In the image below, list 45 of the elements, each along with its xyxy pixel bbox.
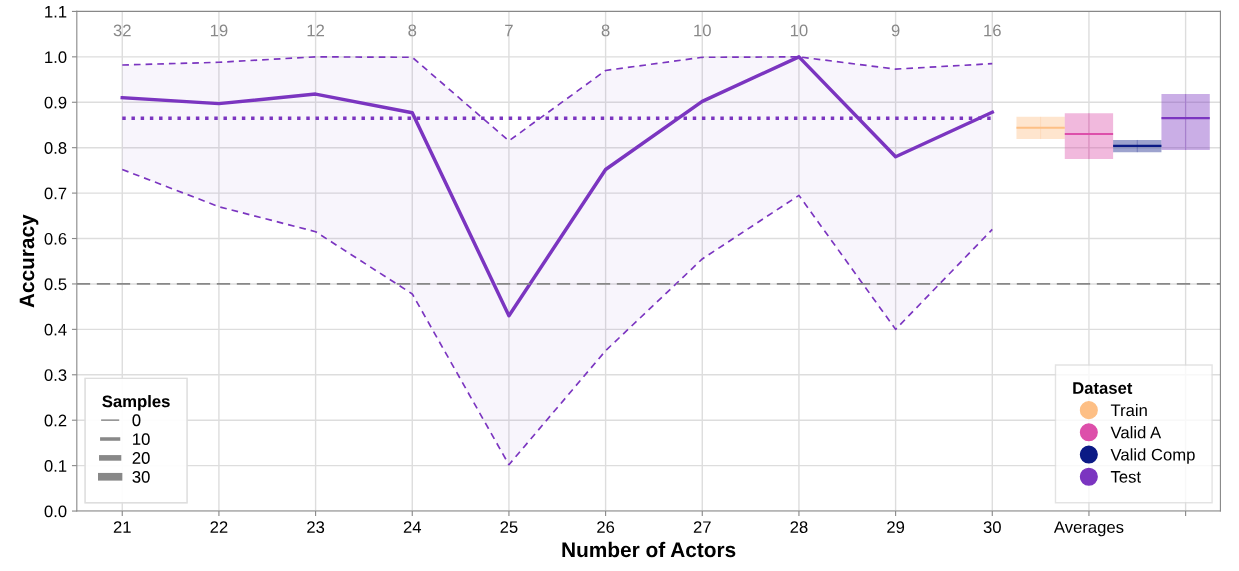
text: Samples [102,395,170,411]
y-tick-label: 0.9 [44,96,67,109]
annotation: 8 [601,24,610,37]
annotation: 19 [210,24,228,37]
y-tick-label: 0.1 [44,460,67,472]
legend-label: Test [1110,471,1141,483]
x-tick-label: 23 [307,521,325,534]
annotation: 0 [132,414,141,427]
y-tick-label: 1.0 [45,51,67,64]
y-tick-label: 0.3 [44,369,67,381]
y-tick-label: 0.7 [44,187,67,200]
legend-label: Valid Comp [1110,448,1195,464]
annotation: 16 [984,24,1001,37]
x-tick-label: 26 [597,521,615,534]
x-tick-label: 28 [790,521,808,534]
legend-label: Train [1110,403,1147,417]
x-tick-label: 27 [693,521,711,533]
x-axis-title: Number of Actors [562,541,736,558]
x-tick-label: 30 [983,521,1001,534]
annotation: 8 [408,24,417,37]
legend-label: Valid A [1110,426,1162,439]
annotation: 12 [307,24,325,37]
text: Dataset [1073,382,1133,394]
x-tick-label: 25 [500,521,518,534]
y-tick-label: 0.5 [44,278,67,291]
x-tick-label: Averages [1053,521,1124,537]
annotation: 9 [891,24,900,37]
y-tick-label: 0.8 [44,142,67,154]
x-tick-label: 29 [887,521,905,534]
y-tick-label: 0.0 [44,505,67,518]
y-axis-title: Accuracy [19,214,39,308]
x-tick-label: 24 [403,521,422,533]
annotation: 30 [132,470,150,483]
y-tick-label: 0.6 [44,232,67,245]
annotation: 10 [694,24,711,37]
annotation: 32 [113,24,131,37]
annotation: 10 [133,433,150,446]
annotation: 10 [790,24,808,37]
x-tick-label: 21 [113,521,131,533]
annotation: 20 [132,452,150,464]
y-tick-label: 0.4 [44,323,67,336]
annotation: 7 [505,24,513,37]
y-tick-label: 1.1 [45,5,67,18]
x-tick-label: 22 [210,521,228,533]
y-tick-label: 0.2 [44,414,67,427]
